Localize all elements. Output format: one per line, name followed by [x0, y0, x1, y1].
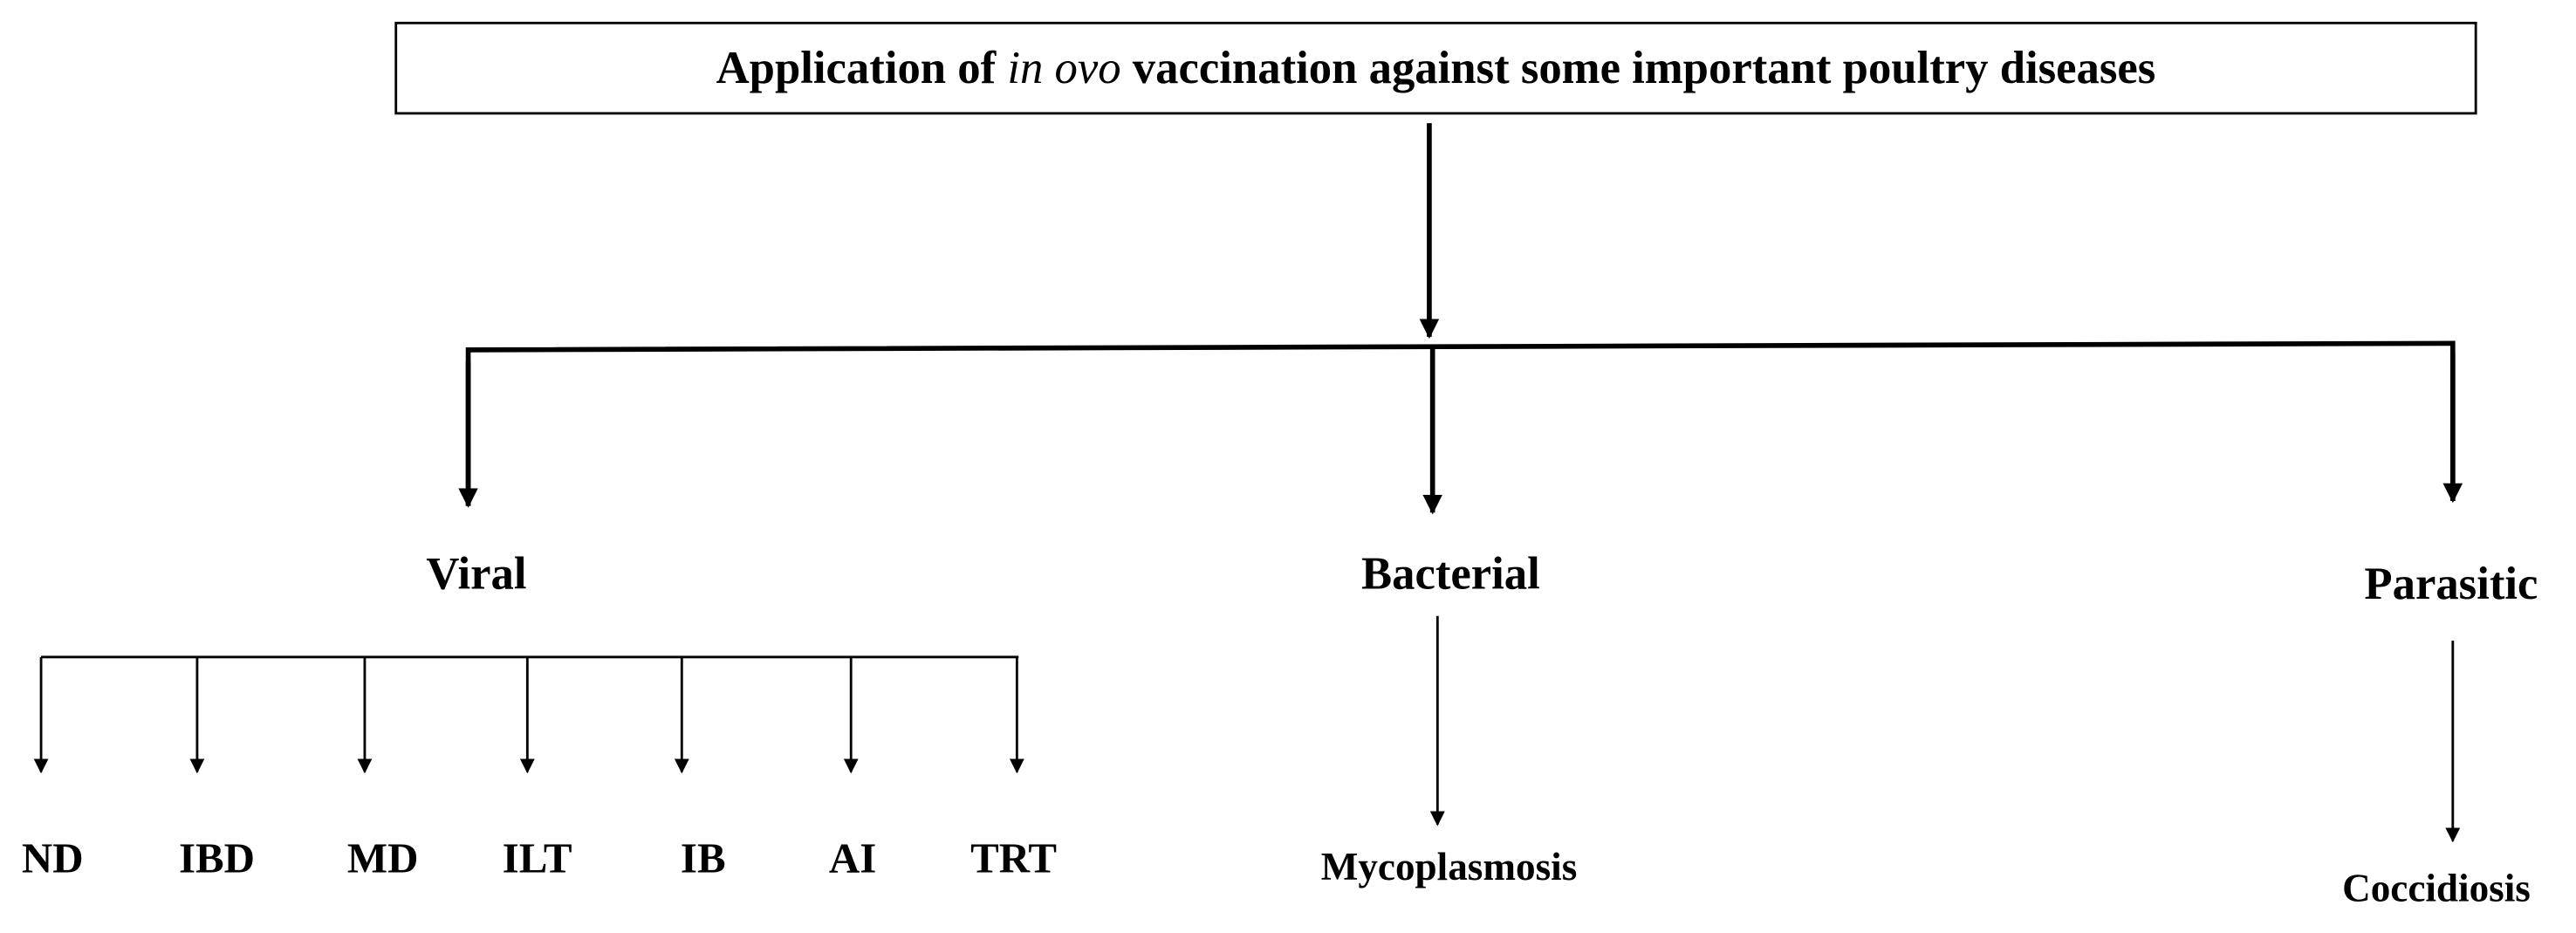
node-label: Viral: [426, 549, 526, 600]
title-italic: in ovo: [1007, 43, 1120, 93]
leaf-label: ILT: [503, 834, 572, 882]
title-part: vaccination against some important poult…: [1133, 43, 2155, 93]
viral-children: ND IBD MD ILT IB AI TRT: [22, 656, 1057, 882]
title: Application of in ovo vaccination agains…: [716, 43, 2156, 93]
leaf-label: ND: [22, 834, 84, 882]
leaf-label: Coccidiosis: [2342, 866, 2531, 909]
title-part: Application of: [716, 43, 997, 93]
title-box: [394, 21, 2477, 115]
connector: [465, 340, 2456, 506]
node-label: Parasitic: [2364, 559, 2538, 609]
leaf-label: MD: [347, 834, 419, 882]
leaf-label: Mycoplasmosis: [1321, 845, 1578, 888]
leaf-label: IB: [681, 834, 726, 882]
leaf-label: IBD: [179, 834, 255, 882]
node-label: Bacterial: [1361, 549, 1540, 600]
leaf-label: TRT: [970, 834, 1057, 882]
leaf-label: AI: [829, 834, 876, 882]
